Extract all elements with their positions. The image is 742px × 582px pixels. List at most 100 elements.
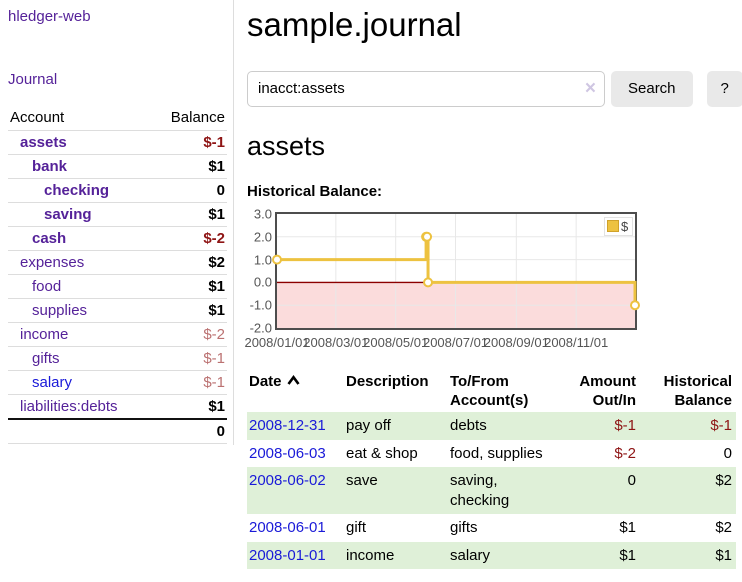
x-tick-label: 2008/01/01 [244,334,310,350]
register-col-date[interactable]: Date [247,371,344,413]
account-balance: $-2 [151,226,227,251]
account-row: saving $1 [8,202,227,227]
account-row: liabilities:debts $1 [8,394,227,419]
accounts-table: Account Balance assets $-1 bank $1 checking 0… [8,107,227,444]
transaction-accounts: debts [450,417,487,435]
account-balance: 0 [151,178,227,203]
chart-canvas [272,211,640,330]
sidebar-item-journal[interactable]: Journal [8,71,58,88]
transaction-accounts: gifts [450,519,478,537]
register-row: 2008-01-01 income salary $1 $1 [247,541,736,570]
search-box: × [247,70,605,107]
account-row: assets $-1 [8,130,227,155]
transaction-date-link[interactable]: 2008-06-02 [249,472,326,490]
sidebar-account-assets[interactable]: assets [20,134,67,151]
transaction-balance: $2 [715,472,732,490]
clear-search-icon[interactable]: × [584,78,596,100]
historical-balance-chart: 3.0 2.0 1.0 0.0 -1.0 -2.0 2008/01/01 2008/03/01… [244,206,651,351]
transaction-accounts: saving, checking [450,472,510,509]
account-row: expenses $2 [8,250,227,275]
transaction-balance: $1 [715,546,732,564]
sidebar-account-gifts[interactable]: gifts [32,350,60,367]
x-tick-label: 2008/03/01 [303,334,369,350]
app-title-link[interactable]: hledger-web [8,8,91,25]
transaction-description: income [346,546,395,564]
account-balance: $1 [151,394,227,419]
sidebar-account-salary[interactable]: salary [32,374,73,391]
transaction-balance: $-1 [710,417,732,435]
register-col-balance: Historical Balance [663,372,732,409]
transaction-date-link[interactable]: 2008-01-01 [249,546,326,564]
y-tick-label: 1.0 [253,252,272,268]
account-row: checking 0 [8,178,227,203]
account-balance: $1 [151,274,227,299]
transaction-amount: 0 [627,472,636,490]
transaction-date-link[interactable]: 2008-06-03 [249,444,326,462]
x-tick-label: 2008/05/01 [363,334,429,350]
sidebar-account-cash[interactable]: cash [32,230,67,247]
accounts-total-value: 0 [151,418,227,444]
sidebar-account-saving[interactable]: saving [44,206,92,223]
register-table: Date Description To/From Account(s) Amou… [247,371,736,570]
sidebar-account-expenses[interactable]: expenses [20,254,85,271]
account-balance: $-1 [151,346,227,371]
account-row: gifts $-1 [8,346,227,371]
register-row: 2008-06-02 save saving, checking 0 $2 [247,467,736,515]
account-heading: assets [247,130,326,161]
transaction-amount: $1 [619,546,636,564]
sidebar-account-bank[interactable]: bank [32,158,68,175]
page: hledger-web Journal Account Balance asse… [0,0,742,570]
register-row: 2008-12-31 pay off debts $-1 $-1 [247,412,736,440]
legend-swatch-icon [607,220,619,233]
sidebar-account-supplies[interactable]: supplies [32,302,88,319]
transaction-amount: $-1 [614,417,636,435]
account-row: supplies $1 [8,298,227,323]
register-col-description: Description [346,372,429,390]
sidebar: hledger-web Journal Account Balance asse… [0,0,234,445]
y-tick-label: 0.0 [253,274,272,290]
transaction-accounts: food, supplies [450,444,543,462]
chart-legend: $ [604,216,634,236]
transaction-date-link[interactable]: 2008-06-01 [249,519,326,537]
transaction-description: pay off [346,417,391,435]
register-row: 2008-06-03 eat & shop food, supplies $-2 0 [247,440,736,468]
chart-label: Historical Balance: [247,182,383,200]
sidebar-account-liabilities-debts[interactable]: liabilities:debts [20,398,118,415]
sidebar-account-checking[interactable]: checking [44,182,110,199]
register-col-account: To/From Account(s) [450,372,529,409]
account-balance: $-1 [151,370,227,395]
y-tick-label: -1.0 [249,297,272,313]
transaction-balance: $2 [715,519,732,537]
register-row: 2008-06-01 gift gifts $1 $2 [247,514,736,542]
transaction-amount: $1 [619,519,636,537]
y-tick-label: -2.0 [249,320,272,336]
accounts-col-balance: Balance [170,109,225,126]
transaction-balance: 0 [723,444,732,462]
account-balance: $1 [151,202,227,227]
search-form: × Search ? [247,70,742,107]
transaction-accounts: salary [450,546,491,564]
sidebar-account-income[interactable]: income [20,326,69,343]
page-title: sample.journal [247,6,462,43]
accounts-total-row: 0 [8,418,227,444]
sort-up-icon [286,374,300,385]
register-col-amount: Amount Out/In [579,372,636,409]
account-balance: $2 [151,250,227,275]
account-row: food $1 [8,274,227,299]
transaction-description: save [346,472,378,490]
transaction-description: eat & shop [346,444,418,462]
search-input[interactable] [247,70,605,107]
x-tick-label: 2008/09/01 [483,334,549,350]
x-tick-label: 2008/11/01 [544,334,609,350]
x-tick-label: 2008/07/01 [422,334,489,350]
sidebar-account-food[interactable]: food [32,278,62,295]
legend-label: $ [621,218,629,234]
help-button[interactable]: ? [706,70,742,107]
account-row: cash $-2 [8,226,227,251]
accounts-col-account: Account [10,109,65,126]
y-tick-label: 3.0 [253,206,272,222]
search-button[interactable]: Search [611,70,693,107]
account-row: salary $-1 [8,370,227,395]
account-balance: $-2 [151,322,227,347]
transaction-date-link[interactable]: 2008-12-31 [249,417,326,435]
